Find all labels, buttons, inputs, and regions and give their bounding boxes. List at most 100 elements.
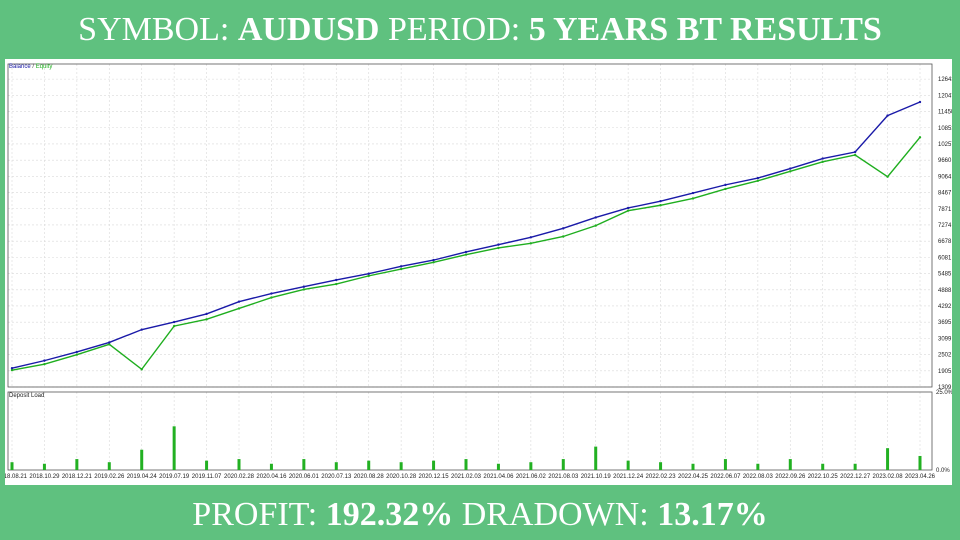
load-plot-frame	[7, 391, 933, 471]
equity-point	[626, 209, 630, 212]
equity-point	[594, 224, 597, 227]
x-tick-label: 2020.07.13	[321, 474, 352, 480]
balance-point	[108, 341, 111, 344]
equity-point	[853, 153, 857, 157]
legend-separator: /	[31, 64, 36, 70]
equity-point	[335, 282, 338, 286]
drawdown-label: DRADOWN:	[461, 496, 649, 533]
balance-point	[562, 227, 565, 230]
x-tick-label: 2018.12.21	[62, 474, 93, 480]
balance-point	[724, 183, 727, 187]
deposit-load-bar	[42, 463, 46, 470]
equity-point	[691, 197, 695, 200]
y-tick-label: 12643	[938, 77, 952, 83]
x-tick-label: 2021.10.19	[581, 474, 612, 480]
grid	[8, 64, 932, 470]
y-tick-label: 8467	[938, 191, 952, 197]
balance-point	[10, 367, 14, 370]
axes	[7, 63, 933, 471]
x-tick-label: 2022.12.27	[840, 474, 871, 480]
equity-point	[302, 288, 306, 291]
y-tick-label: 6081	[938, 255, 952, 261]
balance-point	[626, 206, 630, 210]
chart-panel: Balance / Equity Deposit Load 12643 12047…	[5, 59, 952, 485]
deposit-load-bar	[659, 462, 663, 470]
y-tick-label: 4292	[938, 304, 952, 310]
deposit-load-bar	[75, 459, 79, 470]
equity-point	[659, 204, 662, 207]
x-tick-label: 2021.12.24	[613, 474, 644, 480]
series	[10, 100, 922, 470]
deposit-load-bar	[464, 459, 468, 470]
balance-point	[756, 176, 760, 180]
equity-point	[821, 160, 824, 163]
results-banner: PROFIT: 192.32% DRADOWN: 13.17%	[0, 493, 960, 537]
deposit-load-bar	[172, 426, 176, 470]
equity-point	[43, 362, 46, 366]
x-tick-label: 2019.04.24	[127, 474, 158, 480]
deposit-load-bar	[334, 462, 338, 470]
y-tick-label: 7871	[938, 207, 952, 213]
deposit-load-bar	[886, 448, 890, 470]
equity-point	[10, 368, 14, 372]
deposit-load-bar	[10, 462, 14, 470]
equity-point	[237, 307, 241, 310]
x-tick-label: 2022.09.26	[775, 474, 806, 480]
deposit-load-bar	[140, 449, 144, 470]
balance-point	[399, 265, 403, 268]
y-tick-label: 7274	[938, 223, 952, 229]
deposit-load-bar	[788, 459, 792, 470]
drawdown-value: 13.17%	[657, 496, 768, 533]
legend-equity: Equity	[36, 64, 53, 70]
y-tick-label: 9064	[938, 174, 952, 180]
balance-equity-chart: Balance / Equity Deposit Load 12643 12047…	[5, 63, 952, 480]
x-tick-label: 2021.08.03	[548, 474, 579, 480]
balance-point	[497, 243, 500, 246]
balance-point	[237, 300, 241, 303]
load-y-tick-label: 0.0%	[936, 468, 950, 474]
equity-point	[756, 179, 760, 183]
equity-point	[918, 136, 922, 139]
x-tick-label: 2021.04.06	[483, 474, 514, 480]
x-tick-label: 2022.08.03	[743, 474, 774, 480]
balance-point	[789, 167, 792, 170]
y-tick-label: 9660	[938, 158, 952, 164]
main-plot-frame	[7, 63, 933, 388]
deposit-load-bar	[269, 463, 273, 470]
deposit-load-bar	[496, 463, 500, 470]
x-tick-label: 2022.10.25	[808, 474, 839, 480]
x-tick-label: 2019.07.19	[159, 474, 190, 480]
x-tick-label: 2020.02.28	[224, 474, 255, 480]
period-label: PERIOD:	[388, 11, 521, 48]
y-tick-label: 11450	[938, 110, 952, 116]
deposit-load-bar	[399, 462, 403, 470]
x-tick-label: 2022.06.07	[710, 474, 741, 480]
balance-point	[594, 216, 597, 219]
equity-point	[789, 170, 792, 173]
chart-legend: Balance / Equity	[9, 64, 52, 70]
deposit-load-bar	[918, 455, 922, 470]
balance-point	[75, 350, 79, 354]
deposit-load-bar	[821, 463, 825, 470]
balance-point	[432, 258, 435, 262]
balance-point	[691, 191, 695, 195]
symbol-value: AUDUSD	[237, 11, 380, 48]
deposit-load-bar	[302, 459, 306, 470]
y-tick-label: 5485	[938, 272, 952, 278]
x-tick-label: 2018.10.29	[29, 474, 60, 480]
equity-point	[270, 296, 273, 299]
tick-labels: 12643 12047 11450 10853 10257 9660 9064 8467 787…	[5, 77, 952, 480]
y-tick-label: 10853	[938, 126, 952, 132]
equity-point	[172, 324, 176, 328]
balance-point	[172, 320, 176, 324]
legend-balance: Balance	[9, 64, 31, 70]
x-tick-label: 2022.02.23	[646, 474, 677, 480]
deposit-load-bar	[367, 460, 371, 470]
balance-point	[918, 100, 922, 104]
balance-point	[302, 285, 306, 288]
load-y-tick-label: 25.0%	[936, 390, 952, 396]
equity-point	[140, 368, 143, 371]
x-tick-label: 2021.06.02	[516, 474, 547, 480]
deposit-load-bar	[723, 459, 727, 470]
deposit-load-bar	[561, 459, 565, 470]
